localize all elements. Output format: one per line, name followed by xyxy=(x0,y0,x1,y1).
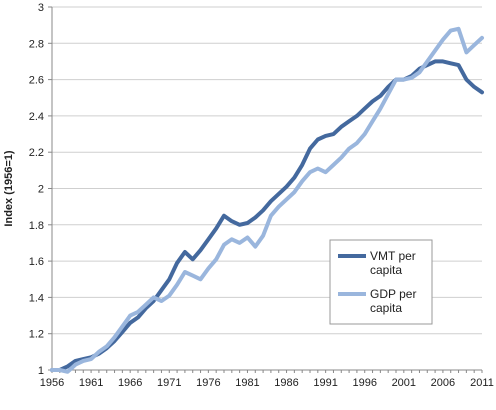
y-axis-label: Index (1956=1) xyxy=(3,150,15,226)
x-tick-label: 1981 xyxy=(235,377,259,389)
x-tick-label: 1996 xyxy=(352,377,376,389)
x-tick-label: 2006 xyxy=(431,377,455,389)
legend-label: GDP per capita xyxy=(370,287,416,315)
series-lines xyxy=(50,26,484,374)
y-tick-label: 1 xyxy=(38,365,44,377)
legend-label-line: capita xyxy=(370,301,402,315)
legend-label-line: GDP per xyxy=(370,287,416,301)
y-tick-label: 3 xyxy=(38,2,44,14)
legend-label-line: VMT per xyxy=(370,249,416,263)
y-tick-label: 1.8 xyxy=(29,220,44,232)
x-tick-label: 1971 xyxy=(157,377,181,389)
x-tick-label: 1956 xyxy=(40,377,64,389)
y-tick-label: 2.4 xyxy=(29,111,44,123)
x-tick-label: 1991 xyxy=(313,377,337,389)
y-tick-label: 2.8 xyxy=(29,38,44,50)
y-tick-label: 2.2 xyxy=(29,147,44,159)
x-tick-label: 1961 xyxy=(79,377,103,389)
series-line-gdp xyxy=(50,26,484,374)
y-tick-label: 2.6 xyxy=(29,75,44,87)
y-tick-label: 1.2 xyxy=(29,329,44,341)
y-tick-label: 1.4 xyxy=(29,292,44,304)
x-tick-label: 1966 xyxy=(118,377,142,389)
x-tick-label: 1986 xyxy=(274,377,298,389)
x-tick-label: 2011 xyxy=(470,377,494,389)
legend-label-line: capita xyxy=(370,263,402,277)
x-tick-label: 1976 xyxy=(196,377,220,389)
y-tick-label: 1.6 xyxy=(29,256,44,268)
x-tick-label: 2001 xyxy=(392,377,416,389)
axes: 1 1.2 1.4 1.6 1.8 2 2.2 2.4 2.6 2.8 3 1956 1961 1966 1… xyxy=(29,2,494,389)
legend-label: VMT per capita xyxy=(370,249,416,277)
y-tick-label: 2 xyxy=(38,184,44,196)
gridlines xyxy=(52,6,482,335)
